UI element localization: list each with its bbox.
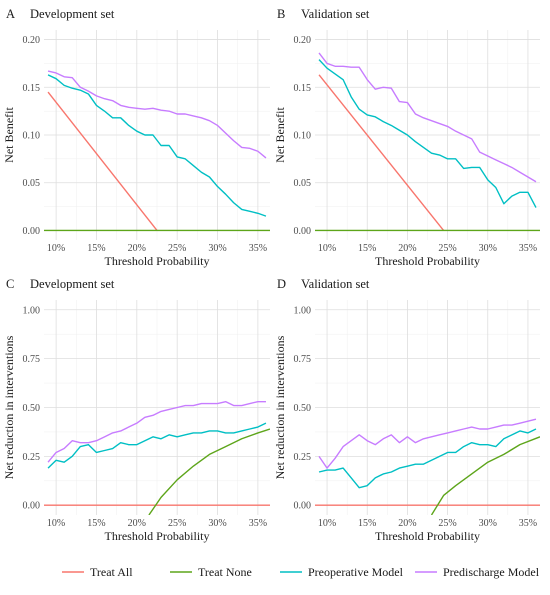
panel-b: 10% 15% 20% 25% 30% 35% 0.00 0.05 0.10 0.15 0.20 Th… (273, 7, 540, 268)
series-line-preoperative (47, 422, 267, 469)
panel-a: 10% 15% 20% 25% 30% 35% 0.00 0.05 0.10 0.15 0.20 Th… (2, 7, 270, 268)
x-tick-label: 25% (168, 518, 186, 529)
y-tick-label: 0.00 (23, 501, 41, 512)
legend-label-predischarge: Predischarge Model (443, 565, 540, 579)
series-line-predischarge (47, 70, 267, 159)
y-tick-label: 1.00 (294, 305, 312, 316)
panel-title: Validation set (301, 7, 370, 21)
y-tick-label: 0.00 (23, 226, 41, 237)
x-tick-label: 25% (438, 243, 456, 254)
x-axis-title: Threshold Probability (375, 254, 480, 268)
y-tick-label: 0.25 (23, 452, 41, 463)
x-tick-label: 25% (438, 518, 456, 529)
series-line-predischarge (47, 400, 266, 463)
series-line-treat-none (148, 428, 270, 515)
y-axis-title: Net Benefit (273, 107, 287, 163)
series-group (44, 70, 270, 232)
series-line-treat-none (430, 436, 540, 515)
series-line-treat-all (318, 74, 445, 231)
x-tick-label: 30% (479, 518, 497, 529)
series-line-predischarge (318, 418, 537, 469)
x-tick-label: 30% (208, 243, 226, 254)
y-tick-label: 0.10 (23, 131, 41, 142)
panel-title: Development set (30, 277, 115, 291)
y-tick-label: 0.00 (294, 501, 312, 512)
y-tick-label: 0.50 (23, 403, 41, 414)
panel-letter: C (6, 277, 14, 291)
y-tick-label: 0.20 (294, 35, 312, 46)
x-tick-label: 15% (87, 518, 105, 529)
series-group (315, 418, 540, 515)
y-tick-label: 0.20 (23, 35, 41, 46)
panel-letter: D (277, 277, 286, 291)
y-tick-label: 0.75 (23, 354, 41, 365)
x-axis-title: Threshold Probability (375, 529, 480, 543)
y-tick-label: 0.15 (294, 83, 312, 94)
x-tick-label: 25% (168, 243, 186, 254)
x-tick-label: 30% (208, 518, 226, 529)
legend-label-treat-none: Treat None (198, 565, 252, 579)
panel-title: Validation set (301, 277, 370, 291)
series-line-treat-all (47, 91, 158, 231)
series-line-preoperative (318, 428, 537, 489)
legend-label-treat-all: Treat All (90, 565, 133, 579)
y-tick-label: 0.75 (294, 354, 312, 365)
x-tick-label: 20% (128, 243, 146, 254)
panel-title: Development set (30, 7, 115, 21)
x-tick-label: 20% (398, 518, 416, 529)
series-line-predischarge (318, 52, 537, 183)
legend-label-preoperative: Preoperative Model (308, 565, 404, 579)
series-group (44, 400, 270, 515)
x-tick-label: 35% (249, 243, 267, 254)
series-line-preoperative (318, 59, 537, 208)
x-axis-title: Threshold Probability (105, 254, 210, 268)
x-tick-label: 35% (519, 518, 537, 529)
y-axis-title: Net Benefit (2, 107, 16, 163)
x-axis-title: Threshold Probability (105, 529, 210, 543)
x-tick-label: 10% (318, 243, 336, 254)
x-tick-label: 10% (318, 518, 336, 529)
y-tick-label: 0.25 (294, 452, 312, 463)
x-tick-label: 10% (47, 518, 65, 529)
x-tick-label: 20% (398, 243, 416, 254)
y-tick-label: 0.00 (294, 226, 312, 237)
x-tick-label: 15% (358, 518, 376, 529)
y-axis-title: Net reduction in interventions (2, 335, 16, 479)
x-tick-label: 15% (358, 243, 376, 254)
y-tick-label: 0.50 (294, 403, 312, 414)
x-tick-label: 10% (47, 243, 65, 254)
x-tick-label: 20% (128, 518, 146, 529)
series-line-preoperative (47, 74, 267, 217)
panel-letter: A (6, 7, 15, 21)
panel-letter: B (277, 7, 285, 21)
y-tick-label: 0.05 (294, 178, 312, 189)
y-axis-title: Net reduction in interventions (273, 335, 287, 479)
y-tick-label: 0.05 (23, 178, 41, 189)
panel-d: 10% 15% 20% 25% 30% 35% 0.00 0.25 0.50 0.75 1.00 Th… (273, 277, 540, 543)
y-tick-label: 1.00 (23, 305, 41, 316)
series-group (315, 52, 540, 232)
y-tick-label: 0.10 (294, 131, 312, 142)
x-tick-label: 15% (87, 243, 105, 254)
x-tick-label: 30% (479, 243, 497, 254)
x-tick-label: 35% (519, 243, 537, 254)
y-tick-label: 0.15 (23, 83, 41, 94)
x-tick-label: 35% (249, 518, 267, 529)
legend: Treat All Treat None Preoperative Model Pre… (62, 565, 540, 579)
panel-c: 10% 15% 20% 25% 30% 35% 0.00 0.25 0.50 0.75 1.00 Th… (2, 277, 270, 543)
